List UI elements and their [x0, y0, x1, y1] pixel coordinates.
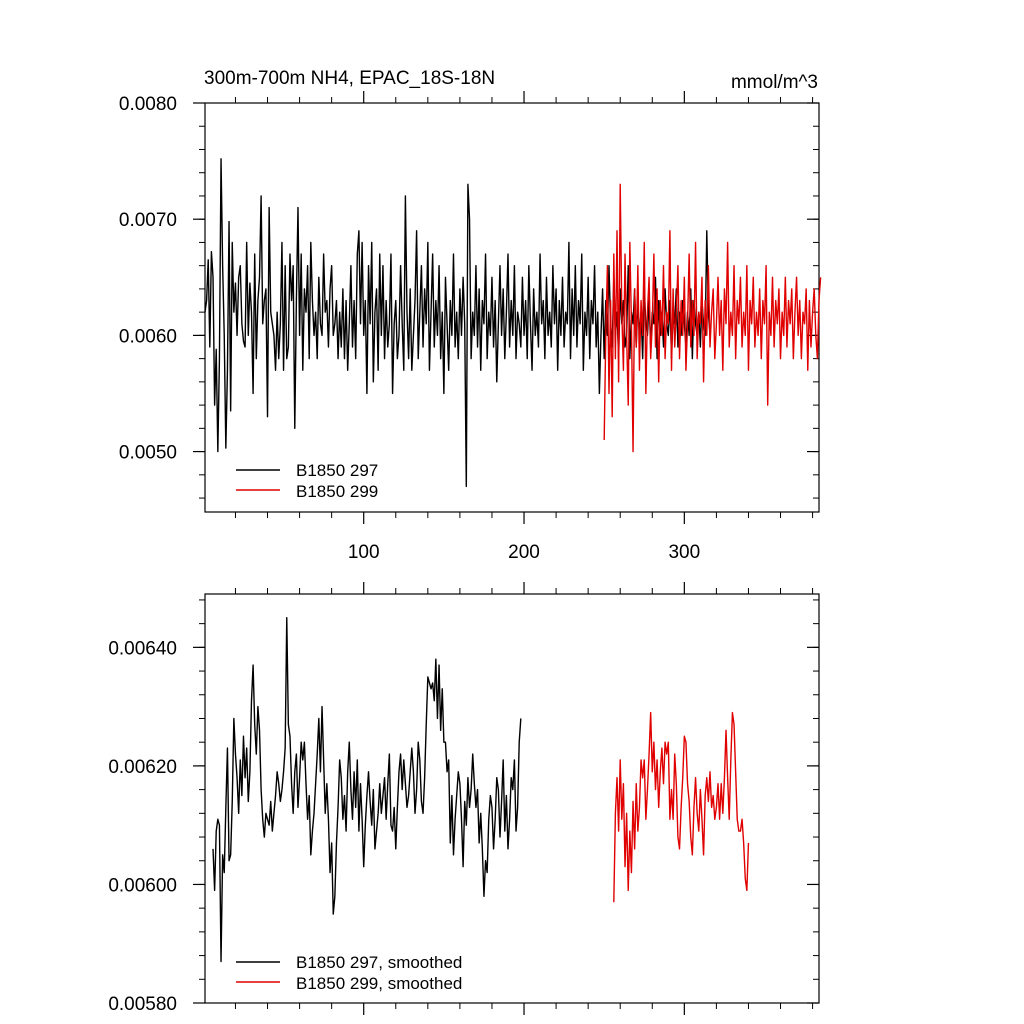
units-label: mmol/m^3 — [731, 72, 818, 93]
series-line-2 — [613, 711, 750, 903]
x-tick-label: 300 — [668, 542, 700, 563]
series-line-2 — [603, 183, 822, 453]
y-tick-label: 0.0050 — [119, 443, 177, 464]
legend: B1850 297, smoothed B1850 299, smoothed — [236, 953, 462, 993]
y-tick-label: 0.00620 — [108, 757, 177, 778]
tick-labels: 0.0050 0.0060 0.0070 0.0080 100 200 300 — [119, 94, 700, 563]
legend-label-series-1: B1850 297, smoothed — [296, 953, 462, 972]
x-tick-label: 100 — [348, 542, 380, 563]
series-line-1 — [204, 158, 711, 488]
y-tick-label: 0.0080 — [119, 94, 177, 115]
legend: B1850 297 B1850 299 — [236, 461, 378, 501]
y-tick-label: 0.00580 — [108, 994, 177, 1015]
plot-frame — [204, 593, 820, 1004]
y-tick-label: 0.00640 — [108, 638, 177, 659]
tick-labels: 0.00580 0.00600 0.00620 0.00640 — [108, 638, 177, 1015]
major-ticks — [193, 582, 819, 1015]
major-ticks — [193, 91, 819, 524]
y-tick-label: 0.0070 — [119, 210, 177, 231]
bottom-panel: 0.00580 0.00600 0.00620 0.00640 B1850 297, … — [108, 582, 820, 1015]
series-line-1 — [212, 617, 522, 963]
series-lines — [212, 617, 750, 963]
legend-label-series-2: B1850 299 — [296, 482, 378, 501]
y-tick-label: 0.00600 — [108, 875, 177, 896]
top-panel: 300m-700m NH4, EPAC_18S-18N mmol/m^3 0.0… — [119, 68, 822, 563]
chart-title: 300m-700m NH4, EPAC_18S-18N — [204, 68, 495, 89]
x-tick-label: 200 — [508, 542, 540, 563]
series-lines — [204, 158, 822, 488]
legend-label-series-2: B1850 299, smoothed — [296, 974, 462, 993]
legend-label-series-1: B1850 297 — [296, 461, 378, 480]
minor-ticks — [199, 97, 819, 518]
y-tick-label: 0.0060 — [119, 326, 177, 347]
